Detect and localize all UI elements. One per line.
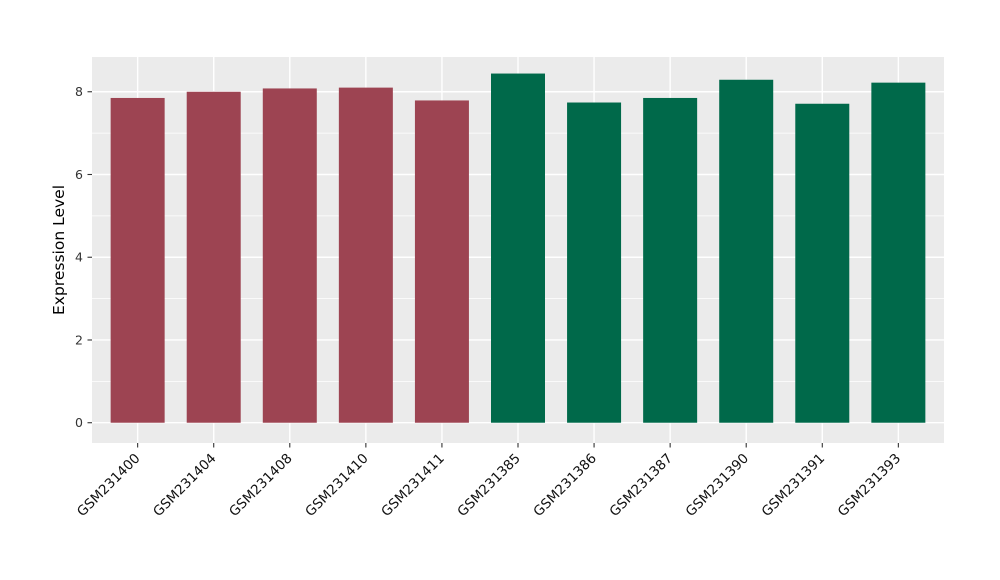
x-tick-label-GSM231390: GSM231390 bbox=[683, 451, 752, 520]
bar-GSM231404 bbox=[186, 91, 241, 423]
x-tick-label-GSM231385: GSM231385 bbox=[454, 451, 523, 520]
bar-GSM231385 bbox=[491, 73, 545, 423]
x-axis-tick-labels: GSM231400 GSM231404 GSM231408 GSM231410 GSM2… bbox=[74, 451, 904, 520]
x-tick-label-GSM231393: GSM231393 bbox=[835, 451, 904, 520]
bar-GSM231390 bbox=[719, 79, 774, 423]
x-tick-label-GSM231386: GSM231386 bbox=[530, 451, 599, 520]
x-tick-label-GSM231404: GSM231404 bbox=[150, 451, 219, 520]
y-tick-label-2: 2 bbox=[75, 332, 83, 347]
bar-GSM231391 bbox=[795, 103, 850, 423]
bar-GSM231411 bbox=[414, 100, 469, 423]
axis-tick-marks bbox=[87, 91, 899, 448]
x-tick-label-GSM231411: GSM231411 bbox=[378, 451, 447, 520]
x-tick-label-GSM231410: GSM231410 bbox=[302, 451, 371, 520]
bar-GSM231410 bbox=[338, 87, 393, 423]
bar-GSM231408 bbox=[262, 88, 317, 423]
x-tick-label-GSM231400: GSM231400 bbox=[74, 451, 143, 520]
x-tick-label-GSM231387: GSM231387 bbox=[607, 451, 676, 520]
x-tick-label-GSM231408: GSM231408 bbox=[226, 451, 295, 520]
bar-GSM231400 bbox=[110, 97, 165, 423]
bar-GSM231386 bbox=[567, 102, 622, 423]
bar-GSM231387 bbox=[643, 97, 698, 423]
x-tick-label-GSM231391: GSM231391 bbox=[759, 451, 828, 520]
y-tick-label-0: 0 bbox=[75, 415, 83, 430]
bar-series bbox=[110, 73, 926, 423]
y-axis-title: Expression Level bbox=[50, 185, 68, 315]
y-axis-tick-labels: 0 2 4 6 8 bbox=[75, 84, 83, 430]
y-tick-label-8: 8 bbox=[75, 84, 83, 99]
y-tick-label-4: 4 bbox=[75, 250, 83, 265]
y-tick-label-6: 6 bbox=[75, 167, 83, 182]
bar-GSM231393 bbox=[871, 82, 926, 423]
